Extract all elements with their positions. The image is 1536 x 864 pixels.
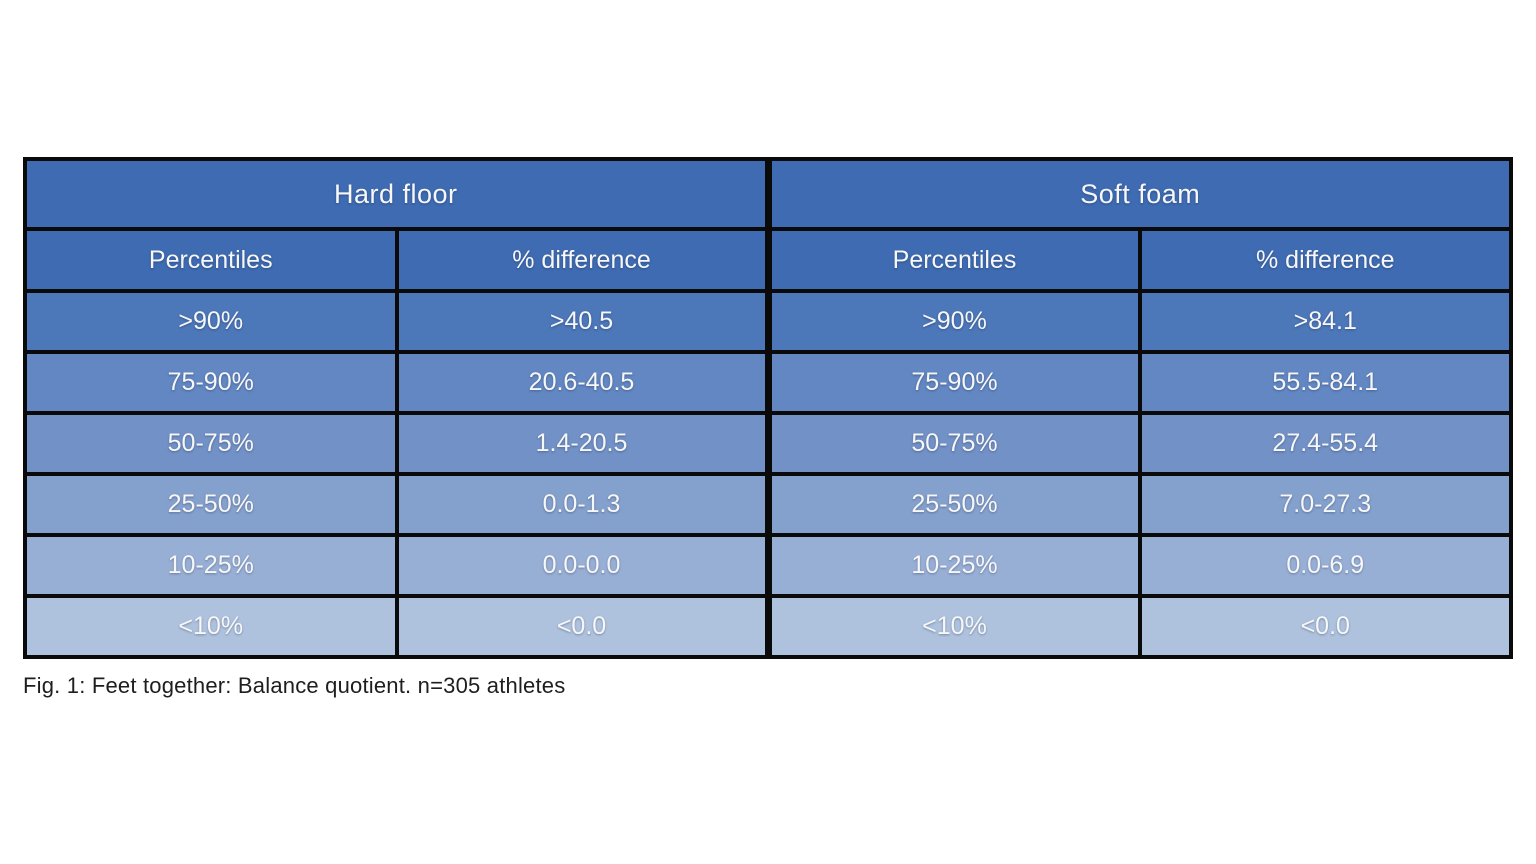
- table-cell: <10%: [23, 594, 399, 659]
- group-header-hard-floor: Hard floor: [23, 157, 770, 231]
- table-cell: 20.6-40.5: [394, 350, 770, 415]
- table-cell: 25-50%: [23, 472, 399, 537]
- table-row: 50-75% 1.4-20.5 50-75% 27.4-55.4: [23, 411, 1513, 476]
- table-cell: 55.5-84.1: [1137, 350, 1513, 415]
- table-cell: 75-90%: [764, 350, 1142, 415]
- table-cell: 7.0-27.3: [1137, 472, 1513, 537]
- table-cell: 75-90%: [23, 350, 399, 415]
- table-cell: 25-50%: [764, 472, 1142, 537]
- table-body: >90% >40.5 >90% >84.1 75-90% 20.6-40.5 75-90% 5…: [23, 289, 1513, 659]
- column-header-difference-hard: % difference: [394, 227, 770, 293]
- column-header-percentiles-hard: Percentiles: [23, 227, 399, 293]
- table-cell: <10%: [764, 594, 1142, 659]
- table-cell: 50-75%: [764, 411, 1142, 476]
- table-cell: <0.0: [1137, 594, 1513, 659]
- table-row: 75-90% 20.6-40.5 75-90% 55.5-84.1: [23, 350, 1513, 415]
- column-header-difference-soft: % difference: [1137, 227, 1513, 293]
- balance-quotient-table: Hard floor Soft foam Percentiles % diffe…: [23, 157, 1513, 659]
- table-cell: >40.5: [394, 289, 770, 354]
- column-header-row: Percentiles % difference Percentiles % d…: [23, 227, 1513, 293]
- table-cell: 0.0-0.0: [394, 533, 770, 598]
- table-cell: 0.0-1.3: [394, 472, 770, 537]
- table-cell: 1.4-20.5: [394, 411, 770, 476]
- table-cell: 10-25%: [764, 533, 1142, 598]
- table-cell: >90%: [764, 289, 1142, 354]
- table-cell: 27.4-55.4: [1137, 411, 1513, 476]
- table-row: 25-50% 0.0-1.3 25-50% 7.0-27.3: [23, 472, 1513, 537]
- table-cell: 50-75%: [23, 411, 399, 476]
- table-cell: 0.0-6.9: [1137, 533, 1513, 598]
- table-row: >90% >40.5 >90% >84.1: [23, 289, 1513, 354]
- group-header-soft-foam: Soft foam: [764, 157, 1513, 231]
- table-cell: >90%: [23, 289, 399, 354]
- table-row: 10-25% 0.0-0.0 10-25% 0.0-6.9: [23, 533, 1513, 598]
- column-header-percentiles-soft: Percentiles: [764, 227, 1142, 293]
- table-row: <10% <0.0 <10% <0.0: [23, 594, 1513, 659]
- table-cell: <0.0: [394, 594, 770, 659]
- table-cell: 10-25%: [23, 533, 399, 598]
- table-cell: >84.1: [1137, 289, 1513, 354]
- figure-caption: Fig. 1: Feet together: Balance quotient.…: [23, 673, 566, 698]
- group-header-row: Hard floor Soft foam: [23, 157, 1513, 231]
- table-header: Hard floor Soft foam Percentiles % diffe…: [23, 157, 1513, 293]
